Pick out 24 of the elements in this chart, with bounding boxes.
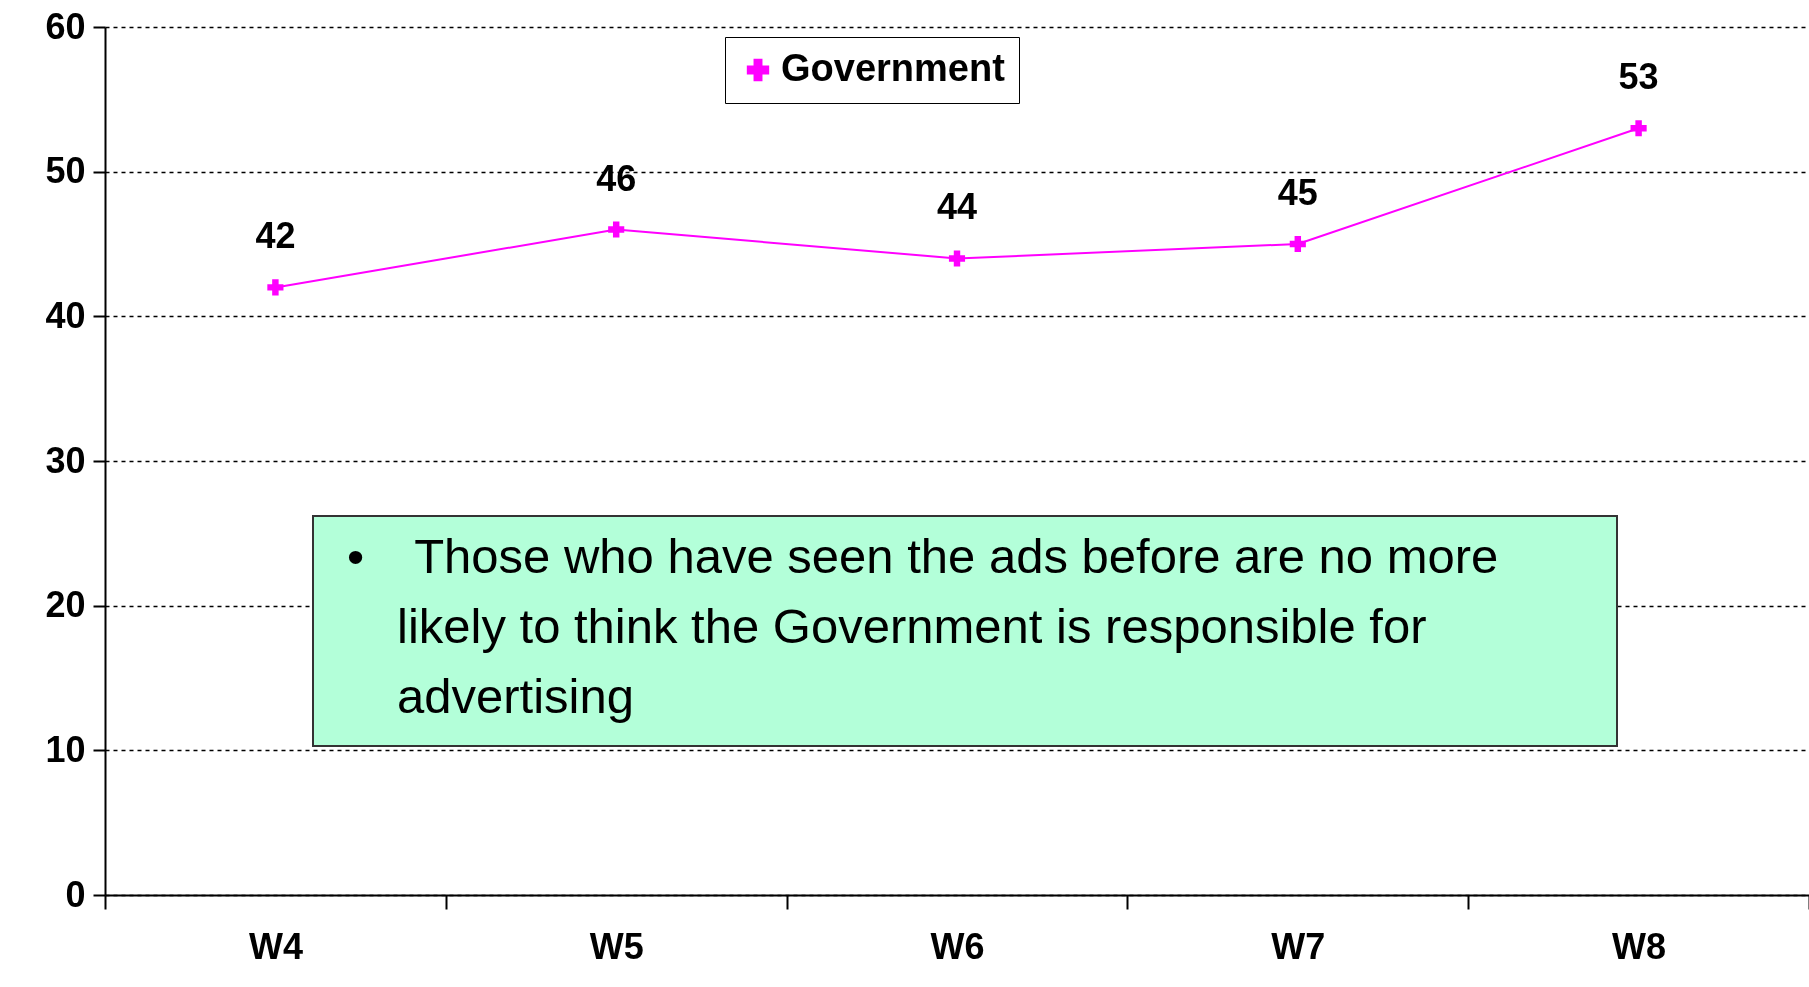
point (1289, 235, 1306, 253)
data-label: 42 (255, 215, 296, 257)
point (1630, 120, 1647, 137)
note-box: • Those who have seen the ads before are no more likely to think the Government is responsible for advertising (312, 515, 1618, 747)
y-tick-label: 40 (45, 294, 86, 336)
data-label: 53 (1618, 56, 1659, 98)
x-tick-label: W7 (1271, 925, 1326, 967)
point (267, 279, 284, 296)
data-label: 44 (936, 186, 978, 228)
y-tick-label: 20 (45, 584, 86, 626)
x-tick-label: W5 (589, 925, 644, 967)
legend-label: Government (781, 47, 1006, 89)
point (948, 250, 966, 267)
point (608, 221, 625, 238)
x-tick-label: W8 (1612, 925, 1667, 967)
x-tick-label: W6 (930, 925, 985, 967)
y-tick-label: 30 (45, 439, 86, 481)
x-tick-label: W4 (248, 925, 303, 967)
data-label: 45 (1277, 172, 1318, 213)
y-tick-label: 60 (45, 5, 86, 47)
y-tick-label: 50 (45, 150, 86, 192)
y-tick-label: 10 (45, 728, 86, 770)
data-label: 46 (596, 157, 637, 199)
y-tick-label: 0 (65, 873, 86, 915)
